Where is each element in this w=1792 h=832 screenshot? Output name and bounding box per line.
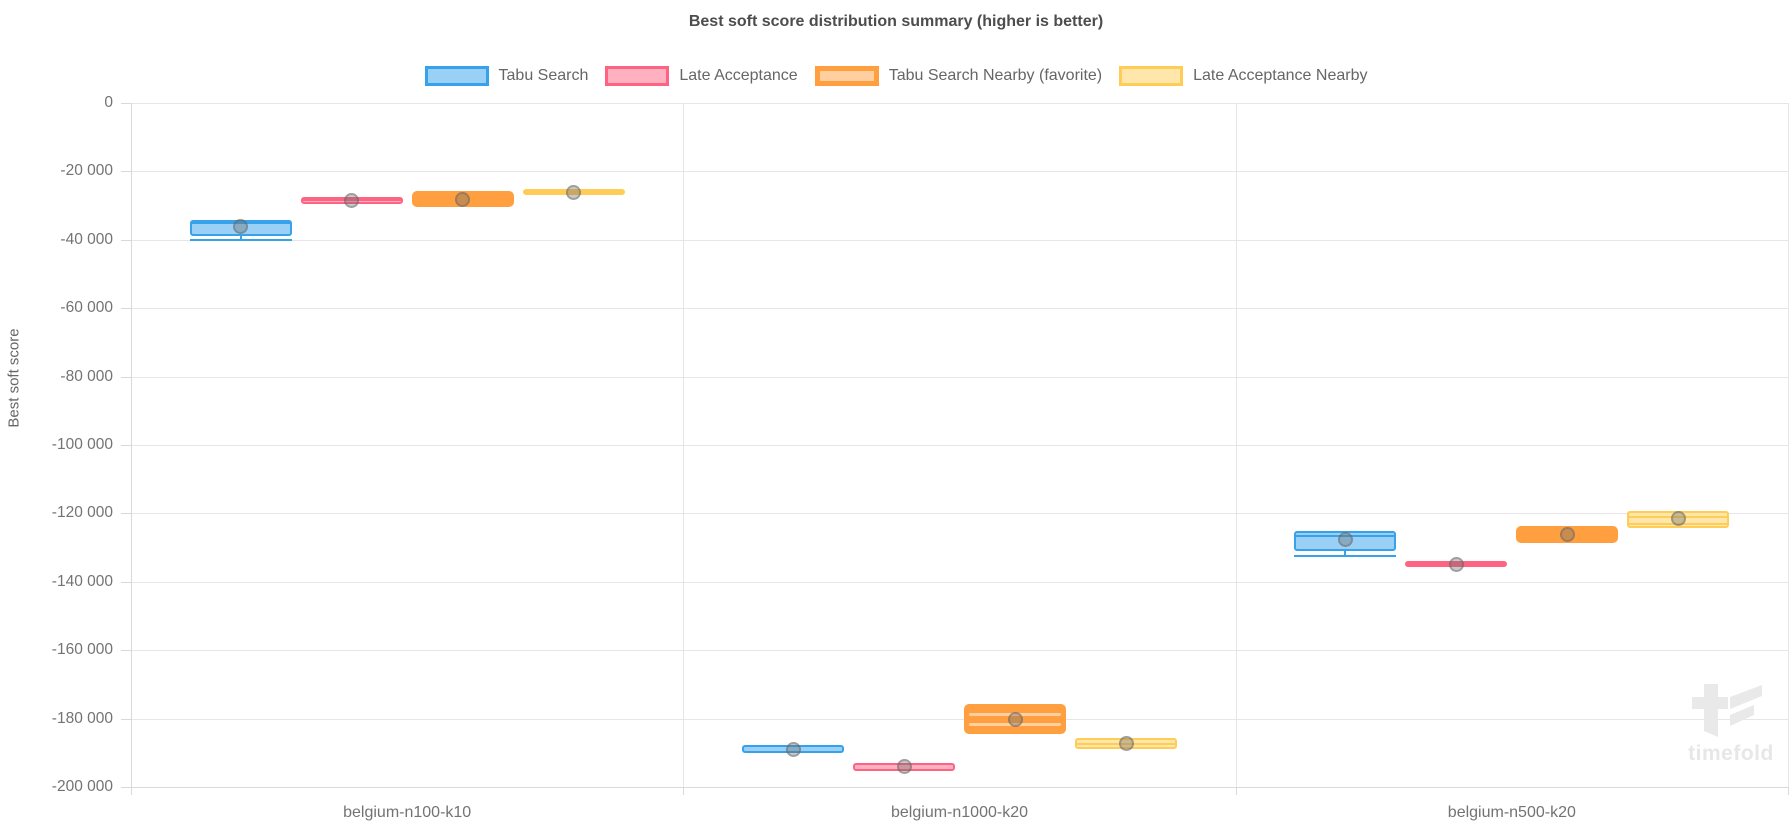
category-label: belgium-n100-k10 [343, 804, 472, 821]
mean-dot [1007, 712, 1023, 728]
y-tick [121, 513, 131, 514]
y-tick-label: -140 000 [51, 573, 113, 590]
category-label: belgium-n500-k20 [1447, 804, 1576, 821]
legend-label: Tabu Search [498, 67, 589, 84]
y-tick-label: -160 000 [51, 641, 113, 658]
y-tick-label: -60 000 [60, 299, 113, 316]
x-tick [1236, 787, 1237, 795]
y-tick [121, 719, 131, 720]
whisker-connector [1344, 550, 1347, 556]
panel-separator [683, 103, 684, 787]
y-gridline [131, 171, 1788, 172]
y-tick [121, 308, 131, 309]
x-tick [131, 787, 132, 795]
y-gridline [131, 787, 1788, 788]
y-tick [121, 582, 131, 583]
panel-separator [1236, 103, 1237, 787]
mean-dot [344, 193, 360, 209]
mean-dot [1448, 556, 1464, 572]
legend-swatch [1119, 66, 1184, 86]
mean-dot [233, 218, 249, 234]
whisker-cap [1294, 555, 1397, 558]
category-label: belgium-n1000-k20 [891, 804, 1028, 821]
legend-label: Late Acceptance Nearby [1193, 67, 1368, 84]
y-tick [121, 445, 131, 446]
y-tick [121, 240, 131, 241]
mean-dot [1670, 511, 1686, 527]
y-tick-label: -120 000 [51, 504, 113, 521]
y-tick [121, 171, 131, 172]
y-gridline [131, 582, 1788, 583]
legend-label: Late Acceptance [679, 67, 798, 84]
y-gridline [131, 240, 1788, 241]
y-tick-label: -180 000 [51, 710, 113, 727]
legend-item[interactable]: Late Acceptance [605, 66, 798, 86]
y-tick-label: -40 000 [60, 231, 113, 248]
y-tick [121, 377, 131, 378]
legend-item[interactable]: Tabu Search Nearby (favorite) [814, 66, 1103, 86]
plot-right-border [1788, 103, 1789, 787]
y-gridline [131, 513, 1788, 514]
mean-dot [785, 741, 801, 757]
mean-dot [896, 759, 912, 775]
whisker-connector [239, 236, 242, 240]
watermark-text: timefold [1688, 742, 1774, 765]
y-tick-label: -20 000 [60, 162, 113, 179]
legend-swatch [424, 66, 489, 86]
legend-swatch [814, 66, 879, 86]
y-gridline [131, 377, 1788, 378]
y-tick-label: -80 000 [60, 368, 113, 385]
legend: Tabu Search Late Acceptance Tabu Search Ne… [0, 66, 1792, 86]
mean-dot [1118, 736, 1134, 752]
y-tick [121, 103, 131, 104]
y-tick [121, 787, 131, 788]
mean-dot [1337, 531, 1353, 547]
mean-dot [455, 191, 471, 207]
whisker-cap [189, 239, 292, 242]
timefold-logo-icon [1692, 684, 1762, 737]
mean-dot [1559, 527, 1575, 543]
mean-dot [566, 185, 582, 201]
y-gridline [131, 719, 1788, 720]
y-gridline [131, 445, 1788, 446]
y-gridline [131, 308, 1788, 309]
y-tick-label: -100 000 [51, 436, 113, 453]
legend-item[interactable]: Tabu Search [424, 66, 589, 86]
y-gridline [131, 103, 1788, 104]
x-tick [1788, 787, 1789, 795]
y-tick [121, 650, 131, 651]
y-tick-label: -200 000 [51, 778, 113, 795]
legend-label: Tabu Search Nearby (favorite) [888, 67, 1103, 84]
y-gridline [131, 650, 1788, 651]
y-tick-label: 0 [104, 94, 113, 111]
y-axis-line [131, 103, 132, 787]
legend-swatch [605, 66, 670, 86]
chart-title: Best soft score distribution summary (hi… [688, 13, 1104, 30]
x-tick [683, 787, 684, 795]
legend-item[interactable]: Late Acceptance Nearby [1119, 66, 1367, 86]
